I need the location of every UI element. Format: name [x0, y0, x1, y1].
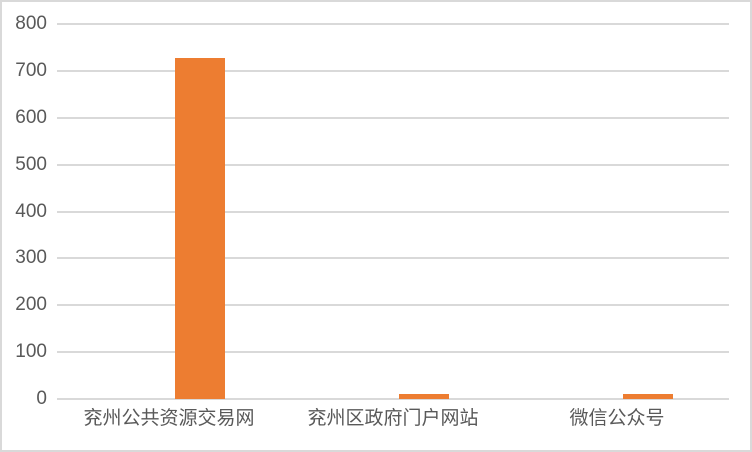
- y-tick-label: 700: [15, 59, 47, 81]
- y-tick-label: 400: [15, 200, 47, 222]
- y-tick-label: 800: [15, 13, 47, 34]
- category-label: 兖州区政府门户网站: [307, 408, 479, 429]
- y-tick-label: 600: [15, 106, 47, 128]
- gridline: [57, 116, 729, 119]
- gridline: [57, 351, 729, 354]
- y-tick-label: 500: [15, 153, 47, 175]
- plot-area: 兖州公共资源交易网 兖州区政府门户网站 微信公众号: [57, 23, 729, 429]
- gridline: [57, 210, 729, 213]
- gridline: [57, 304, 729, 307]
- bar: [399, 393, 449, 399]
- gridline: [57, 257, 729, 260]
- gridline: [57, 23, 729, 25]
- y-tick-label: 100: [15, 341, 47, 363]
- y-tick-label: 200: [15, 294, 47, 316]
- gridline: [57, 398, 729, 400]
- y-tick-label: 0: [36, 388, 47, 409]
- bar: [623, 393, 673, 399]
- category-label: 兖州公共资源交易网: [83, 408, 255, 429]
- category-label: 微信公众号: [569, 408, 665, 429]
- bar: [175, 57, 225, 399]
- gridline: [57, 69, 729, 72]
- y-tick-label: 300: [15, 247, 47, 269]
- gridline: [57, 163, 729, 166]
